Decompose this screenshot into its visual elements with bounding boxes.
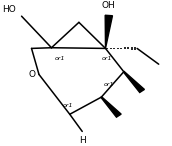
Text: or1: or1: [104, 82, 114, 87]
Text: O: O: [29, 70, 36, 79]
Text: OH: OH: [102, 1, 116, 10]
Text: H: H: [79, 136, 86, 145]
Polygon shape: [123, 72, 144, 92]
Polygon shape: [105, 15, 112, 48]
Text: or1: or1: [55, 55, 65, 61]
Text: HO: HO: [2, 5, 16, 14]
Text: or1: or1: [62, 103, 73, 108]
Text: or1: or1: [102, 56, 113, 61]
Polygon shape: [101, 97, 121, 117]
